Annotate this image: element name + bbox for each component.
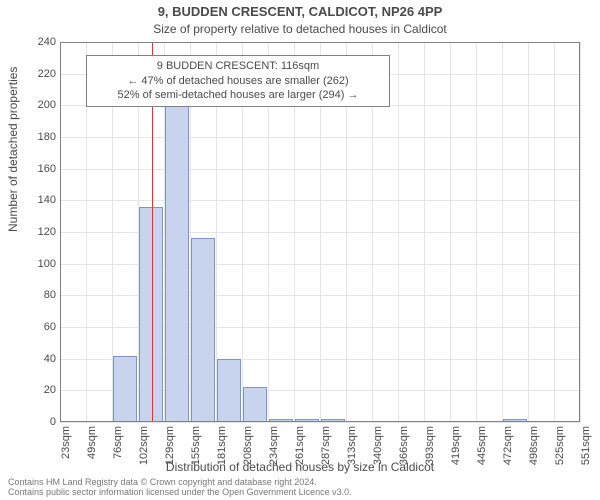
y-tick-label: 20 <box>16 384 56 396</box>
y-tick-label: 40 <box>16 353 56 365</box>
gridline-v <box>424 42 425 422</box>
x-tick-label: 287sqm <box>320 426 332 466</box>
y-tick-label: 120 <box>16 226 56 238</box>
x-tick-label: 23sqm <box>60 426 72 466</box>
x-tick-label: 181sqm <box>216 426 228 466</box>
gridline-v <box>476 42 477 422</box>
x-tick-label: 49sqm <box>86 426 98 466</box>
x-tick-label: 498sqm <box>528 426 540 466</box>
y-tick-label: 60 <box>16 321 56 333</box>
y-tick-label: 0 <box>16 416 56 428</box>
x-tick-label: 445sqm <box>476 426 488 466</box>
histogram-bar <box>191 238 216 422</box>
y-tick-label: 100 <box>16 258 56 270</box>
gridline-v <box>502 42 503 422</box>
chart-title-sub: Size of property relative to detached ho… <box>0 22 600 36</box>
x-tick-label: 551sqm <box>580 426 592 466</box>
x-tick-label: 261sqm <box>294 426 306 466</box>
histogram-bar <box>269 419 294 422</box>
y-tick-label: 80 <box>16 289 56 301</box>
info-line2: ← 47% of detached houses are smaller (26… <box>95 74 381 89</box>
histogram-bar <box>503 419 528 422</box>
histogram-bar <box>321 419 346 422</box>
x-tick-label: 208sqm <box>242 426 254 466</box>
gridline-h <box>60 422 580 423</box>
gridline-v <box>450 42 451 422</box>
x-tick-label: 340sqm <box>372 426 384 466</box>
x-tick-label: 313sqm <box>346 426 358 466</box>
y-axis-label: Number of detached properties <box>6 67 20 232</box>
gridline-v <box>60 42 61 422</box>
x-tick-label: 102sqm <box>138 426 150 466</box>
y-tick-label: 160 <box>16 163 56 175</box>
x-tick-label: 366sqm <box>398 426 410 466</box>
x-tick-label: 234sqm <box>268 426 280 466</box>
y-tick-label: 140 <box>16 194 56 206</box>
y-tick-label: 240 <box>16 36 56 48</box>
histogram-bar <box>295 419 320 422</box>
gridline-v <box>580 42 581 422</box>
gridline-v <box>528 42 529 422</box>
gridline-v <box>398 42 399 422</box>
chart-plot-area: 9 BUDDEN CRESCENT: 116sqm← 47% of detach… <box>60 42 580 422</box>
info-line1: 9 BUDDEN CRESCENT: 116sqm <box>95 59 381 74</box>
x-tick-label: 472sqm <box>502 426 514 466</box>
footer-line2: Contains public sector information licen… <box>8 488 352 498</box>
x-tick-label: 129sqm <box>164 426 176 466</box>
footer-attribution: Contains HM Land Registry data © Crown c… <box>8 478 352 498</box>
histogram-bar <box>217 359 242 422</box>
histogram-bar <box>243 387 268 422</box>
y-tick-label: 200 <box>16 99 56 111</box>
info-box: 9 BUDDEN CRESCENT: 116sqm← 47% of detach… <box>86 55 390 108</box>
x-tick-label: 76sqm <box>112 426 124 466</box>
y-tick-label: 220 <box>16 68 56 80</box>
x-tick-label: 419sqm <box>450 426 462 466</box>
gridline-v <box>554 42 555 422</box>
histogram-bar <box>165 74 190 422</box>
chart-title-main: 9, BUDDEN CRESCENT, CALDICOT, NP26 4PP <box>0 4 600 19</box>
x-tick-label: 393sqm <box>424 426 436 466</box>
info-line3: 52% of semi-detached houses are larger (… <box>95 88 381 103</box>
x-tick-label: 525sqm <box>554 426 566 466</box>
histogram-bar <box>113 356 138 423</box>
x-tick-label: 155sqm <box>190 426 202 466</box>
y-tick-label: 180 <box>16 131 56 143</box>
